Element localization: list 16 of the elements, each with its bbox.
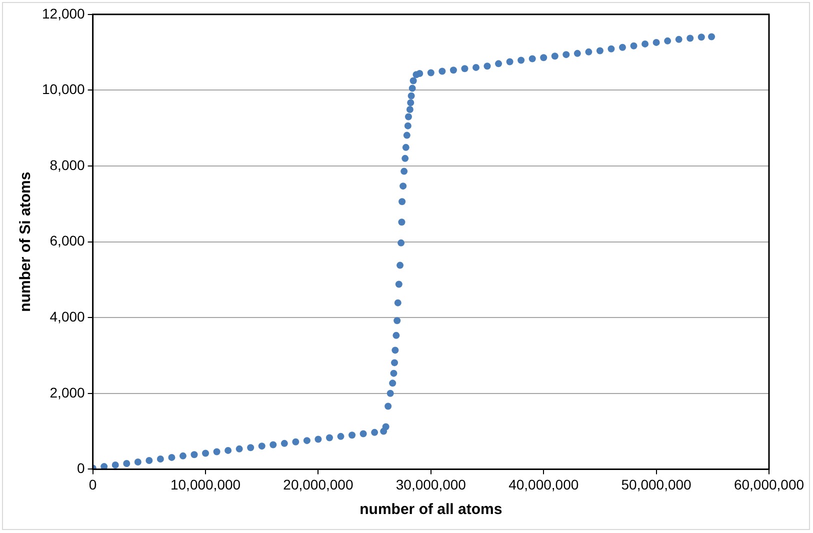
x-tick-label: 0: [88, 476, 97, 492]
x-tick-label: 10,000,000: [170, 476, 241, 492]
x-tick-label: 30,000,000: [396, 476, 466, 492]
x-axis-title: number of all atoms: [360, 501, 502, 518]
y-axis-title: number of Si atoms: [17, 172, 34, 312]
x-tick-label: 40,000,000: [508, 476, 579, 492]
y-tick-label: 6,000: [50, 232, 86, 249]
y-tick-label: 0: [77, 460, 86, 476]
y-tick-label: 12,000: [42, 5, 86, 22]
y-tick-label: 10,000: [42, 81, 86, 98]
x-tick-label: 60,000,000: [734, 476, 804, 492]
x-tick-label: 20,000,000: [283, 476, 354, 492]
y-tick-label: 2,000: [50, 384, 86, 400]
y-tick-label: 8,000: [50, 156, 86, 173]
y-tick-label: 4,000: [50, 308, 86, 324]
x-tick-label: 50,000,000: [621, 476, 692, 492]
